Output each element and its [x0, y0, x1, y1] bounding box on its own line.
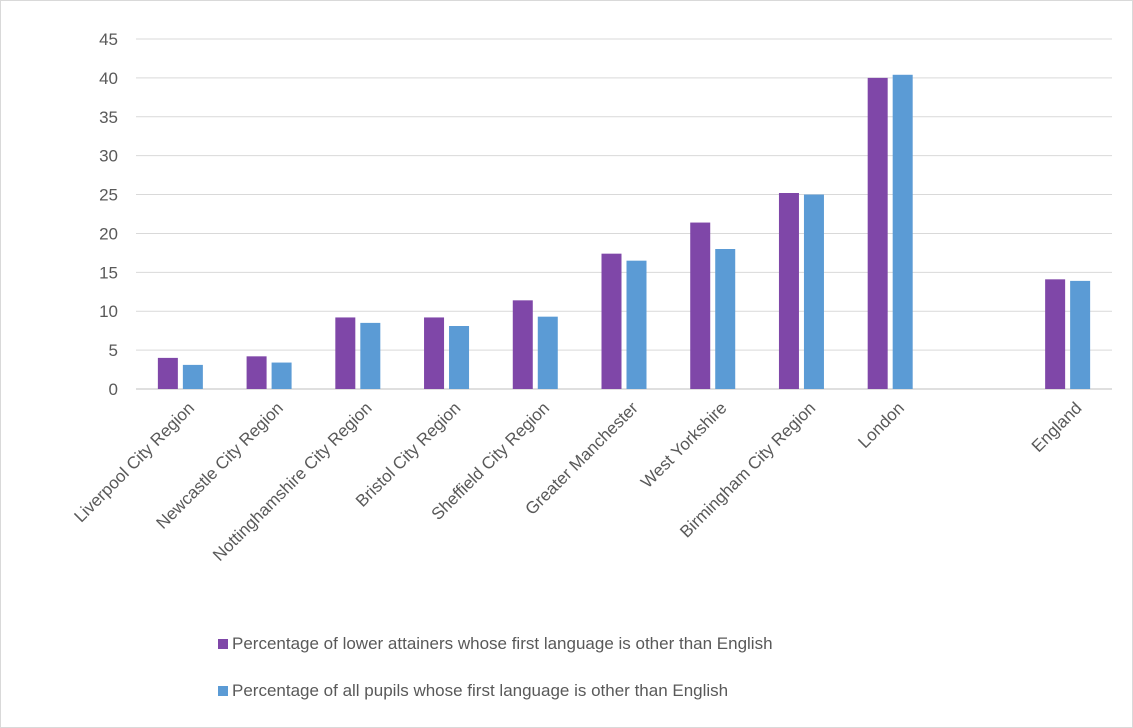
bar — [157, 357, 178, 389]
x-tick-label: London — [854, 398, 908, 452]
y-tick-label: 25 — [99, 186, 118, 205]
bar — [182, 364, 203, 389]
bar — [1045, 279, 1066, 389]
legend-swatch-all-pupils — [218, 686, 228, 696]
x-tick-label: England — [1028, 398, 1086, 456]
bar — [715, 249, 736, 389]
y-tick-label: 15 — [99, 263, 118, 282]
bar — [335, 317, 356, 389]
bar — [424, 317, 445, 389]
y-tick-label: 20 — [99, 224, 118, 243]
bar — [867, 77, 888, 389]
y-tick-label: 45 — [99, 30, 118, 49]
legend-label-lower-attainers: Percentage of lower attainers whose firs… — [232, 634, 773, 653]
bar — [246, 356, 267, 389]
bar — [1070, 280, 1091, 389]
legend-item-all-pupils: Percentage of all pupils whose first lan… — [218, 681, 728, 701]
y-tick-label: 0 — [109, 380, 118, 399]
bar — [778, 193, 799, 389]
y-tick-label: 5 — [109, 341, 118, 360]
gridlines — [136, 38, 1112, 390]
bar — [512, 300, 533, 389]
x-tick-label: Nottinghamshire City Region — [209, 398, 375, 564]
y-tick-label: 30 — [99, 147, 118, 166]
bar — [892, 74, 913, 390]
legend-item-lower-attainers: Percentage of lower attainers whose firs… — [218, 634, 773, 654]
y-axis: 0 5 10 15 20 25 30 35 40 45 — [99, 30, 118, 399]
bar — [803, 194, 824, 389]
bars — [157, 74, 1091, 390]
bar — [449, 326, 470, 389]
bar — [626, 260, 647, 389]
y-tick-label: 35 — [99, 108, 118, 127]
legend-label-all-pupils: Percentage of all pupils whose first lan… — [232, 681, 729, 700]
bar — [690, 222, 711, 389]
y-tick-label: 10 — [99, 302, 118, 321]
bar — [537, 316, 558, 389]
legend-swatch-lower-attainers — [218, 639, 228, 649]
y-tick-label: 40 — [99, 69, 118, 88]
bar — [271, 362, 292, 389]
bar — [601, 253, 622, 389]
bar — [360, 322, 381, 389]
x-tick-label: West Yorkshire — [637, 398, 730, 491]
